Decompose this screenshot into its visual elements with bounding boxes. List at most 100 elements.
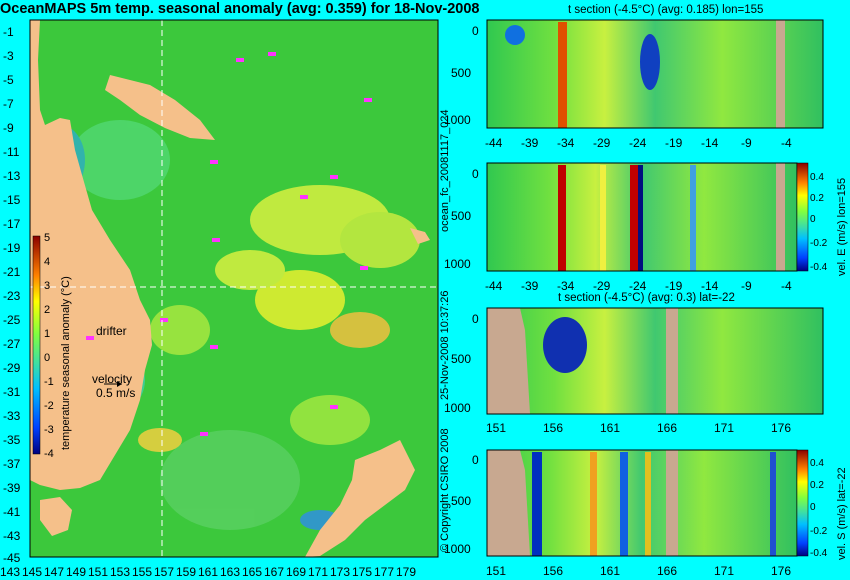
map-lat-tick: -7 [3,97,14,111]
map-colorbar-tick: 5 [44,232,51,244]
map-panel [29,19,439,558]
panel-2-x-tick: -24 [629,279,647,293]
map-lat-tick: -23 [3,289,21,303]
map-lon-tick: 163 [220,565,241,579]
map-lon-tick: 177 [374,565,395,579]
map-lon-tick: 159 [176,565,197,579]
map-colorbar-tick: -1 [44,376,54,388]
panel-4-x-tick: 176 [771,564,792,578]
velocity-arrowhead [117,381,122,387]
panel-2-x-tick: -39 [521,279,539,293]
panel-1-title: t section (-4.5°C) (avg: 0.185) lon=155 [568,4,764,16]
map-colorbar-tick: 3 [44,280,51,292]
panel-1-y-tick: 0 [472,24,479,38]
panel-4-x-tick: 156 [543,564,564,578]
section-panel-4 [486,449,809,557]
section-panel-3 [486,307,824,415]
panel-3-x-tick: 171 [714,421,735,435]
map-lon-tick: 169 [286,565,307,579]
map-colorbar-tick: -2 [44,400,54,412]
section-panel-1 [486,19,824,129]
panel-2-y-tick: 500 [451,209,472,223]
vel-s-colorbar-tick: 0.2 [810,480,824,491]
australia-land [30,20,152,490]
vel-s-colorbar-tick: -0.2 [810,526,828,537]
panel-1-x-tick: -4 [781,136,792,150]
map-lat-tick: -3 [3,49,14,63]
map-lat-tick: -17 [3,217,21,231]
map-colorbar-tick: 0 [44,352,51,364]
map-lon-tick: 153 [110,565,131,579]
map-lat-tick: -21 [3,265,21,279]
vel-e-colorbar [796,162,809,272]
map-lon-tick: 165 [242,565,263,579]
map-lon-tick: 147 [44,565,65,579]
drifter-label: drifter [96,324,127,338]
map-lon-tick: 167 [264,565,285,579]
map-colorbar-tick: 1 [44,328,51,340]
map-lat-tick: -33 [3,409,21,423]
map-lon-tick: 175 [352,565,373,579]
panel-3-x-tick: 161 [600,421,621,435]
map-colorbar-label: temperature seasonal anomaly (°C) [60,276,72,450]
vel-e-colorbar-tick: 0.4 [810,172,824,183]
map-lat-tick: -9 [3,121,14,135]
panel-4-x-tick: 171 [714,564,735,578]
panel-2-x-tick: -29 [593,279,611,293]
vel-e-colorbar-label: vel. E (m/s) lon=155 [836,177,848,276]
panel-3-title: t section (-4.5°C) (avg: 0.3) lat=-22 [558,292,735,304]
vel-e-colorbar-tick: 0 [810,214,816,225]
panel-1-x-tick: -14 [701,136,719,150]
vel-e-colorbar-tick: -0.2 [810,238,828,249]
panel-4-x-tick: 151 [486,564,507,578]
drifter-markers [86,52,372,436]
panel-4-x-tick: 166 [657,564,678,578]
panel-4-y-tick: 1000 [444,542,471,556]
map-lon-tick: 145 [22,565,43,579]
map-lat-tick: -27 [3,337,21,351]
velocity-value: 0.5 m/s [96,386,136,400]
map-lon-tick: 179 [396,565,417,579]
map-lon-tick: 143 [0,565,21,579]
map-lon-tick: 155 [132,565,153,579]
map-lon-tick: 161 [198,565,219,579]
map-frame [29,19,439,558]
panel-2-x-tick: -14 [701,279,719,293]
panel-1-x-tick: -29 [593,136,611,150]
panel-3-y-tick: 0 [472,312,479,326]
map-colorbar [32,235,41,455]
panel-1-x-tick: -9 [741,136,752,150]
panel-2-x-tick: -4 [781,279,792,293]
panel-2-x-tick: -19 [665,279,683,293]
panel-2-y-tick: 1000 [444,257,471,271]
vel-s-colorbar-tick: 0 [810,502,816,513]
map-lon-tick: 157 [154,565,175,579]
map-lat-tick: -35 [3,433,21,447]
map-colorbar-tick: 2 [44,304,51,316]
panel-3-x-tick: 151 [486,421,507,435]
panel-1-x-tick: -19 [665,136,683,150]
map-lat-tick: -31 [3,385,21,399]
map-lat-tick: -29 [3,361,21,375]
panel-2-x-tick: -9 [741,279,752,293]
map-lat-tick: -11 [3,145,20,159]
map-lat-tick: -43 [3,529,21,543]
vel-e-colorbar-tick: 0.2 [810,193,824,204]
map-lat-tick: -41 [3,505,21,519]
panel-2-x-tick: -34 [557,279,575,293]
panel-3-y-tick: 500 [451,352,472,366]
panel-1-x-tick: -34 [557,136,575,150]
section-panel-2 [486,162,809,272]
vel-s-colorbar-tick: -0.4 [810,548,828,559]
map-lat-tick: -37 [3,457,21,471]
panel-4-x-tick: 161 [600,564,621,578]
map-lat-tick: -45 [3,551,21,565]
map-lat-tick: -5 [3,73,14,87]
panel-3-y-tick: 1000 [444,401,471,415]
panel-1-x-tick: -24 [629,136,647,150]
island-land [410,228,430,244]
new-zealand-land [305,440,415,557]
panel-3-x-tick: 166 [657,421,678,435]
panel-2-y-tick: 0 [472,167,479,181]
